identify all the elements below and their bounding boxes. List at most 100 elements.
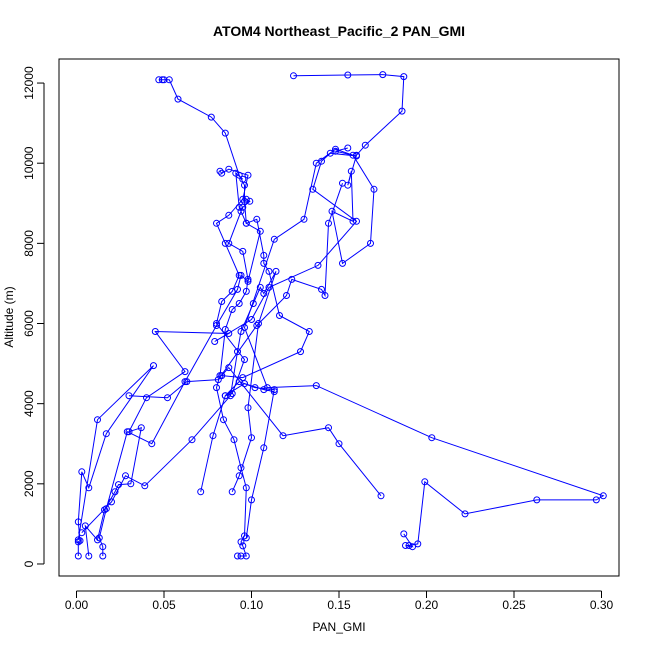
data-point: [353, 151, 360, 159]
data-point: [288, 275, 296, 283]
x-tick-label: 0.25: [502, 598, 526, 612]
data-point: [339, 179, 346, 187]
profile-line: [243, 74, 605, 548]
data-point: [213, 320, 220, 327]
data-point: [332, 145, 339, 153]
data-point: [122, 472, 129, 480]
y-axis-label: Altitude (m): [2, 286, 16, 347]
data-point: [279, 432, 287, 440]
data-point: [599, 492, 607, 500]
data-point: [239, 247, 247, 255]
data-point: [241, 532, 248, 540]
data-point: [137, 424, 145, 432]
data-point: [270, 388, 278, 396]
data-point: [225, 165, 233, 173]
data-point: [165, 76, 173, 84]
data-point: [402, 542, 409, 549]
data-point: [344, 144, 352, 152]
data-point: [213, 384, 220, 392]
data-point: [379, 71, 387, 79]
profile-series: [213, 195, 254, 560]
x-axis-label: PAN_GMI: [312, 620, 365, 634]
data-point: [150, 362, 157, 370]
data-point: [74, 536, 82, 544]
data-point: [99, 552, 107, 560]
data-point: [218, 169, 226, 177]
data-point: [300, 215, 308, 223]
data-point: [349, 217, 357, 225]
data-point: [235, 271, 243, 279]
profile-series: [213, 165, 278, 400]
data-point: [241, 356, 248, 364]
data-point: [239, 195, 247, 203]
data-point: [228, 287, 236, 295]
data-point: [125, 392, 133, 400]
data-point: [228, 306, 236, 313]
data-point: [218, 298, 226, 305]
data-point: [305, 328, 313, 335]
data-point: [237, 552, 245, 560]
data-point: [428, 434, 436, 442]
data-point: [213, 219, 220, 227]
profile-line: [200, 381, 275, 538]
data-point: [244, 404, 252, 412]
data-point: [221, 239, 229, 247]
data-point: [253, 215, 261, 223]
data-point: [260, 386, 268, 394]
data-point: [361, 141, 369, 149]
data-point: [228, 488, 236, 496]
data-point: [244, 275, 252, 283]
data-point: [234, 348, 241, 356]
data-point: [143, 394, 150, 402]
profile-series: [81, 144, 360, 560]
data-point: [249, 300, 257, 307]
y-tick-label: 6000: [22, 310, 36, 337]
data-point: [242, 484, 250, 492]
data-point: [242, 219, 250, 227]
profile-line: [128, 183, 343, 399]
data-point: [85, 484, 93, 492]
y-tick-label: 2000: [22, 470, 36, 497]
data-point: [221, 326, 229, 333]
data-point: [239, 542, 247, 550]
data-point: [155, 76, 163, 84]
data-point: [290, 72, 297, 80]
series-layer: [74, 71, 607, 560]
data-point: [237, 538, 245, 546]
data-point: [321, 292, 329, 299]
data-point: [241, 181, 248, 189]
profile-series: [241, 71, 607, 551]
data-point: [228, 390, 236, 398]
y-tick-label: 4000: [22, 390, 36, 417]
chart-title: ATOM4 Northeast_Pacific_2 PAN_GMI: [213, 23, 465, 39]
data-point: [398, 107, 406, 115]
data-point: [211, 338, 219, 345]
data-point: [225, 211, 233, 219]
data-point: [78, 529, 86, 537]
data-point: [148, 440, 156, 448]
data-point: [260, 251, 268, 259]
data-point: [115, 481, 122, 489]
data-point: [409, 543, 416, 551]
data-point: [349, 151, 357, 159]
data-point: [370, 185, 378, 193]
data-point: [253, 322, 261, 329]
data-point: [256, 283, 264, 291]
data-point: [339, 259, 346, 267]
data-point: [221, 129, 229, 137]
data-point: [241, 380, 248, 388]
data-point: [220, 416, 227, 424]
data-point: [246, 197, 254, 205]
data-point: [230, 436, 238, 444]
data-point: [461, 510, 469, 518]
data-point: [234, 552, 241, 560]
x-tick-label: 0.00: [65, 598, 89, 612]
data-point: [256, 227, 264, 235]
data-point: [260, 290, 268, 297]
data-point: [255, 320, 262, 327]
data-point: [405, 542, 413, 549]
data-point: [344, 71, 352, 79]
data-point: [318, 285, 325, 293]
data-point: [367, 239, 374, 247]
